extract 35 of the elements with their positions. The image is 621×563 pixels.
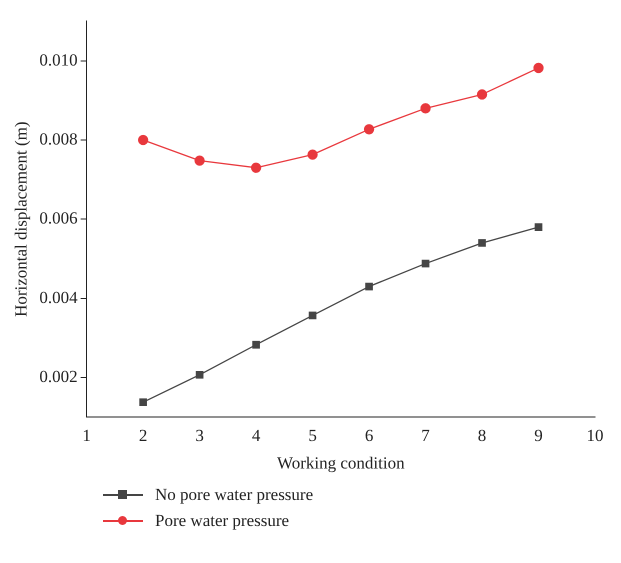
y-tick-label: 0.002 (39, 367, 78, 386)
point (476, 89, 488, 100)
x-tick-label: 3 (195, 426, 204, 445)
point (252, 340, 260, 349)
x-tick-label: 9 (534, 426, 543, 445)
point (478, 239, 486, 247)
point (422, 260, 430, 268)
legend-label: Pore water pressure (155, 511, 290, 531)
legend-label: No pore water pressure (155, 485, 314, 505)
y-tick-label: 0.010 (39, 50, 78, 70)
x-tick-label: 10 (586, 426, 604, 445)
y-tick-label: 0.006 (39, 208, 78, 228)
y-axis-title: Horizontal displacement (m) (12, 121, 31, 317)
point (308, 312, 316, 320)
x-tick-label: 8 (478, 426, 486, 445)
x-tick-label: 7 (421, 426, 430, 445)
point (139, 398, 147, 406)
point (420, 103, 431, 114)
x-tick-label: 6 (364, 426, 374, 445)
point (196, 370, 204, 379)
point (250, 162, 262, 173)
point (534, 223, 542, 231)
point (364, 124, 374, 134)
point (138, 134, 148, 146)
y-tick-label: 0.004 (39, 288, 78, 307)
x-tick-label: 4 (252, 426, 261, 445)
point (194, 155, 205, 166)
x-tick-label: 1 (82, 426, 91, 445)
y-tick-label: 0.008 (39, 129, 78, 148)
x-axis-title: Working condition (277, 453, 406, 472)
x-tick-label: 2 (138, 426, 148, 445)
point (533, 62, 544, 74)
point (307, 150, 318, 160)
x-tick-label: 5 (308, 426, 317, 445)
point (365, 282, 373, 290)
